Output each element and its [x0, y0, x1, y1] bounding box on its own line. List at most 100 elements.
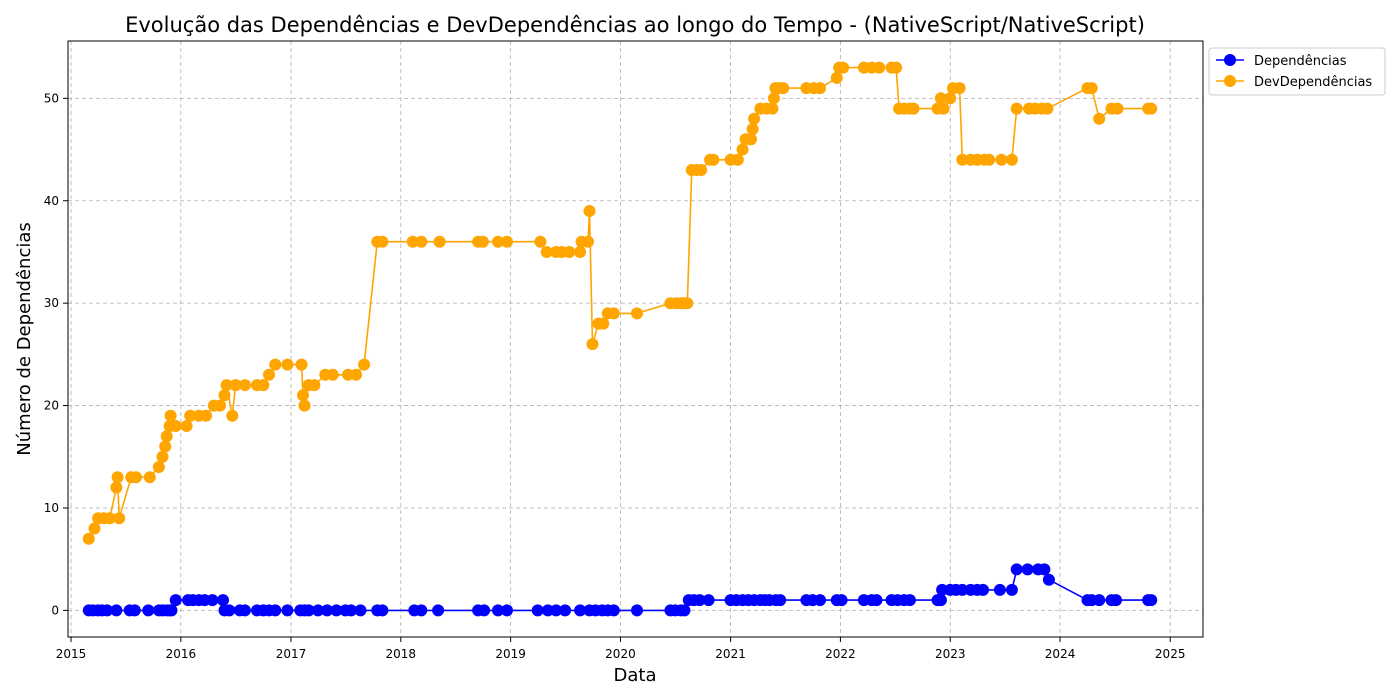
data-point-devdependencias: [1145, 102, 1158, 115]
data-point-dependencias: [415, 604, 428, 617]
data-point-devdependencias: [358, 358, 371, 371]
data-point-dependencias: [165, 604, 178, 617]
data-point-dependencias: [903, 594, 916, 607]
data-point-devdependencias: [746, 123, 759, 136]
data-point-dependencias: [1021, 563, 1034, 576]
series-dependencias: [82, 563, 1158, 617]
x-tick-label: 2016: [166, 647, 197, 661]
data-point-devdependencias: [983, 153, 996, 166]
data-point-devdependencias: [476, 235, 489, 248]
data-point-dependencias: [223, 604, 236, 617]
series-layer: [82, 61, 1158, 617]
data-point-devdependencias: [1041, 102, 1054, 115]
data-point-dependencias: [302, 604, 315, 617]
data-point-dependencias: [281, 604, 294, 617]
data-point-dependencias: [101, 604, 114, 617]
y-tick-label: 0: [51, 603, 59, 617]
data-point-devdependencias: [766, 102, 779, 115]
data-point-devdependencias: [597, 317, 610, 330]
data-point-devdependencias: [130, 471, 142, 484]
data-point-devdependencias: [263, 368, 275, 381]
data-point-devdependencias: [745, 133, 757, 146]
legend-label-devdependencias: DevDependências: [1254, 75, 1372, 90]
data-point-devdependencias: [707, 153, 720, 166]
data-point-devdependencias: [631, 307, 643, 320]
data-point-dependencias: [774, 594, 787, 607]
data-point-dependencias: [977, 583, 989, 596]
data-point-dependencias: [574, 604, 587, 617]
data-point-devdependencias: [88, 522, 101, 535]
data-point-devdependencias: [956, 153, 969, 166]
data-point-devdependencias: [164, 409, 177, 422]
data-point-devdependencias: [777, 82, 790, 95]
legend: Dependências DevDependências: [1208, 47, 1386, 96]
data-point-devdependencias: [830, 71, 843, 84]
x-tick-label: 2025: [1155, 647, 1186, 661]
data-point-dependencias: [1110, 594, 1122, 607]
x-tick-label: 2018: [386, 647, 417, 661]
data-point-devdependencias: [574, 246, 587, 258]
data-point-devdependencias: [681, 297, 694, 310]
data-point-dependencias: [541, 604, 554, 617]
data-point-devdependencias: [326, 368, 339, 381]
data-point-dependencias: [993, 583, 1006, 596]
grid-lines: [68, 41, 1203, 637]
data-point-devdependencias: [695, 164, 708, 176]
data-point-devdependencias: [907, 102, 920, 115]
data-point-devdependencias: [220, 379, 233, 392]
data-point-dependencias: [312, 604, 324, 617]
data-point-dependencias: [169, 594, 182, 607]
data-point-devdependencias: [160, 430, 173, 443]
data-point-devdependencias: [1085, 82, 1098, 95]
data-point-devdependencias: [111, 471, 124, 484]
x-tick-label: 2015: [56, 647, 87, 661]
data-point-devdependencias: [218, 389, 231, 402]
chart-title: Evolução das Dependências e DevDependênc…: [125, 13, 1145, 37]
data-point-devdependencias: [837, 61, 850, 74]
data-point-dependencias: [321, 604, 334, 617]
y-axis-title: Número de Dependências: [14, 222, 35, 456]
series-devdependencias: [82, 61, 1158, 545]
data-point-dependencias: [835, 594, 848, 607]
data-point-dependencias: [1010, 563, 1023, 576]
data-point-devdependencias: [257, 379, 270, 392]
data-point-devdependencias: [1111, 102, 1124, 115]
data-point-devdependencias: [103, 512, 116, 525]
data-point-dependencias: [1038, 563, 1051, 576]
data-point-devdependencias: [1005, 153, 1018, 166]
data-point-devdependencias: [200, 409, 213, 422]
data-point-devdependencias: [934, 92, 947, 105]
data-point-devdependencias: [376, 235, 389, 248]
data-point-devdependencias: [297, 389, 309, 402]
y-tick-label: 10: [44, 501, 59, 515]
data-point-dependencias: [269, 604, 282, 617]
data-point-devdependencias: [1010, 102, 1023, 115]
data-point-devdependencias: [238, 379, 251, 392]
data-point-dependencias: [1145, 594, 1158, 607]
data-point-devdependencias: [890, 61, 903, 74]
data-point-dependencias: [559, 604, 572, 617]
data-point-devdependencias: [586, 338, 599, 351]
legend-marker-dependencias: [1224, 54, 1236, 66]
data-point-devdependencias: [180, 420, 193, 432]
data-point-dependencias: [1042, 573, 1055, 586]
data-point-devdependencias: [607, 307, 620, 320]
data-point-devdependencias: [295, 358, 308, 371]
data-point-devdependencias: [281, 358, 294, 371]
data-point-devdependencias: [748, 112, 761, 125]
data-point-devdependencias: [937, 102, 950, 115]
data-point-devdependencias: [143, 471, 156, 484]
data-point-dependencias: [693, 594, 706, 607]
data-point-dependencias: [1005, 583, 1018, 596]
data-point-dependencias: [330, 604, 343, 617]
x-tick-label: 2023: [935, 647, 966, 661]
data-point-devdependencias: [308, 379, 321, 392]
y-axis: 0 10 20 30 40 50: [44, 91, 68, 617]
data-point-devdependencias: [501, 235, 513, 248]
x-axis: 2015 2016 2017 2018 2019 2020 2021 2022 2023 2024…: [56, 637, 1186, 661]
data-point-dependencias: [478, 604, 491, 617]
data-point-devdependencias: [944, 92, 957, 105]
data-point-dependencias: [531, 604, 544, 617]
data-point-devdependencias: [159, 440, 172, 453]
data-point-devdependencias: [298, 399, 311, 412]
